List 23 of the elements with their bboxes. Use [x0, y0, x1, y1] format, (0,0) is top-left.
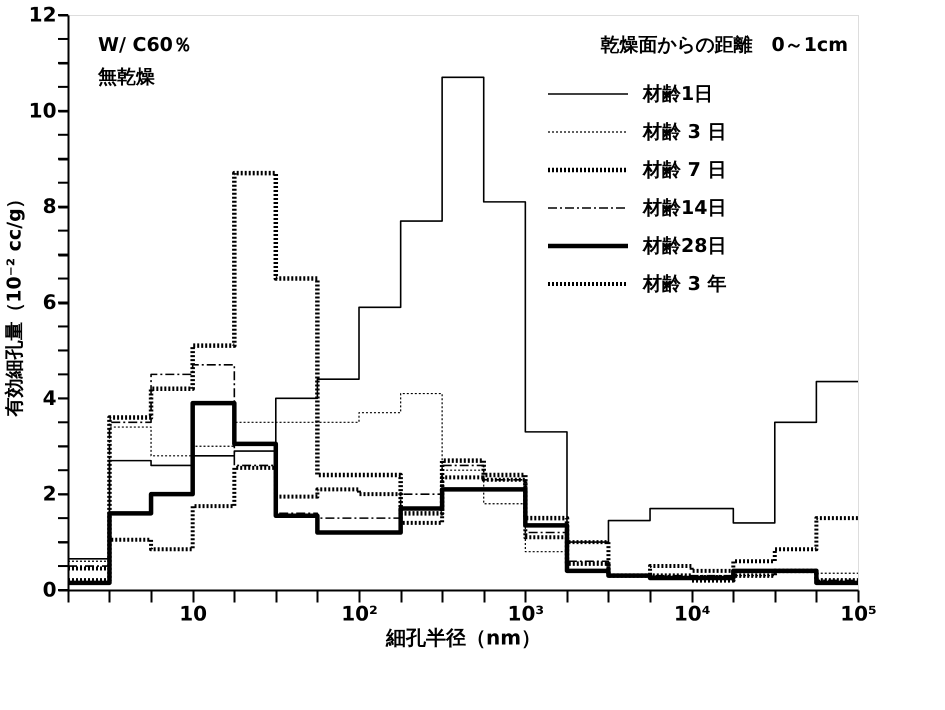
legend-label: 材齢14日	[642, 197, 726, 219]
y-tick-label: 4	[42, 386, 56, 410]
y-tick-label: 8	[42, 194, 56, 218]
y-tick-label: 10	[28, 98, 56, 122]
x-tick-label: 10²	[341, 602, 378, 626]
legend-label: 材齢 3 日	[642, 121, 726, 143]
y-axis-title: 有効細孔量（10⁻² cc/g）	[4, 189, 26, 418]
x-axis-title: 細孔半径（nm）	[384, 626, 542, 650]
y-tick-label: 0	[42, 578, 56, 602]
annotation: 乾燥面からの距離 0～1cm	[600, 34, 848, 56]
y-tick-label: 2	[42, 482, 56, 506]
x-tick-label: 10⁴	[674, 602, 710, 626]
y-tick-label: 12	[28, 2, 56, 26]
annotation: 無乾燥	[97, 66, 155, 88]
x-tick-label: 10³	[508, 602, 544, 626]
annotation: W/ C60％	[98, 34, 192, 56]
x-tick-label: 10	[179, 602, 208, 626]
legend-label: 材齢 3 年	[642, 273, 726, 295]
legend-label: 材齢28日	[642, 235, 726, 257]
y-tick-label: 6	[42, 290, 56, 314]
x-tick-label: 10⁵	[840, 602, 877, 626]
legend-label: 材齢 7 日	[642, 159, 726, 181]
legend-label: 材齢1日	[642, 83, 714, 105]
